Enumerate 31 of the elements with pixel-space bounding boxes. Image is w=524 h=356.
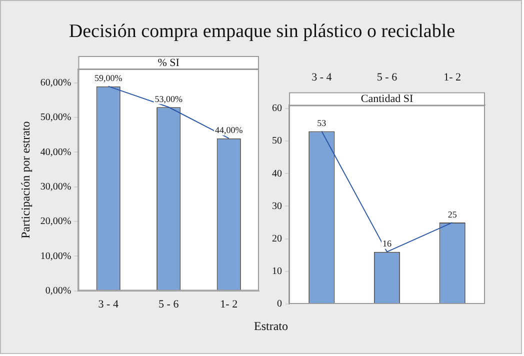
y-tick-label: 40 [272,168,282,180]
y-tick-label: 30,00% [40,181,72,192]
chart-subtitle: % SI [158,56,180,69]
y-tick-label: 0 [277,298,282,310]
y-tick-label: 20,00% [40,216,72,228]
data-label: 53,00% [154,94,183,104]
data-label: 44,00% [214,125,244,136]
data-label: 53 [317,118,327,128]
data-label: 16 [382,238,392,249]
y-tick-label: 50 [272,136,282,147]
y-tick-label: 20 [272,233,282,244]
data-label: 59,00% [94,73,123,84]
y-tick-label: 40,00% [40,146,72,158]
y-tick-label: 10,00% [40,250,72,262]
y-tick-label: 30 [272,200,282,212]
x-tick-label: 3 - 4 [98,298,119,310]
x-tick-label: 3 - 4 [312,71,332,84]
y-tick-label: 0,00% [45,285,72,296]
x-tick-label: 5 - 6 [158,298,180,310]
y-axis-title: Participación por estrato [18,121,32,239]
chart-title: Decisión compra empaque sin plástico o reciclable [68,21,456,43]
x-axis-title: Estrato [253,319,289,334]
x-tick-label: 5 - 6 [376,71,398,84]
x-tick-label: 1- 2 [220,298,238,310]
y-tick-label: 50,00% [40,112,72,124]
y-tick-label: 10 [272,266,282,278]
y-tick-label: 60,00% [40,77,72,88]
chart-title: Cantidad SI [360,93,414,106]
y-tick-label: 60 [272,103,282,114]
data-label: 25 [448,209,458,220]
x-tick-label: 1- 2 [444,71,462,84]
